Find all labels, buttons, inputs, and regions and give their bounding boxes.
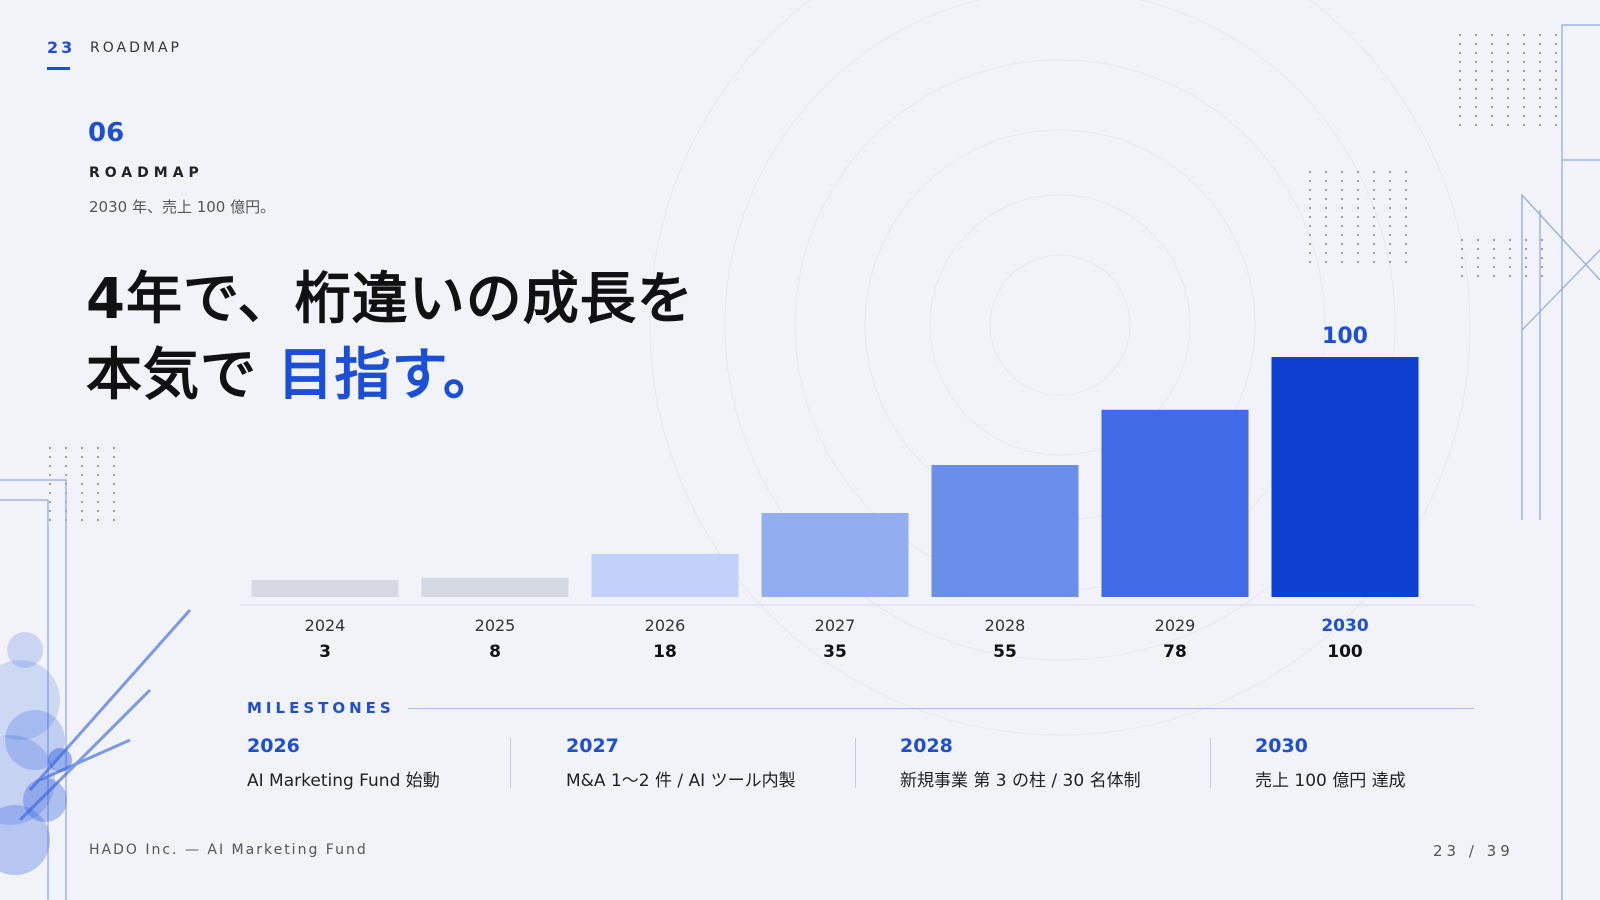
x-tick-label: 2029: [1155, 616, 1196, 635]
bar-2026: [591, 553, 739, 597]
milestone-separator: [510, 738, 511, 788]
bar-2027: [761, 513, 909, 597]
section-subtitle: 2030 年、売上 100 億円。: [89, 198, 276, 216]
footer-company: HADO Inc. — AI Marketing Fund: [89, 842, 368, 858]
headline-line-2-prefix: 本気で: [86, 343, 278, 408]
x-tick-label: 2027: [815, 616, 856, 635]
x-tick-label: 2030: [1321, 616, 1368, 636]
milestones-rule: [408, 708, 1474, 709]
bar-2029: [1101, 409, 1249, 597]
value-label: 100: [1327, 642, 1363, 662]
value-label: 18: [653, 642, 677, 662]
value-label: 35: [823, 642, 847, 662]
bar-2028: [931, 465, 1079, 597]
x-tick-label: 2028: [985, 616, 1026, 635]
section-label: ROADMAP: [89, 165, 204, 181]
bar-2025: [421, 577, 569, 597]
milestone-separator: [855, 738, 856, 788]
highlight-data-label: 100: [1322, 324, 1368, 349]
milestones-title: MILESTONES: [247, 699, 395, 717]
page-number: 23 / 39: [1433, 842, 1514, 860]
milestone-text: M&A 1〜2 件 / AI ツール内製: [566, 771, 796, 791]
section-number: 06: [88, 118, 125, 148]
headline-line-2: 本気で 目指す。: [86, 338, 694, 414]
headline: 4年で、桁違いの成長を 本気で 目指す。: [86, 262, 694, 414]
slide-number-underline: [47, 67, 70, 70]
slide-number: 23: [47, 38, 76, 57]
milestone-separator: [1210, 738, 1211, 788]
value-label: 8: [489, 642, 501, 662]
milestone-2026: 2026 AI Marketing Fund 始動: [247, 735, 440, 791]
milestone-text: 売上 100 億円 達成: [1255, 771, 1406, 791]
milestone-2028: 2028 新規事業 第 3 の柱 / 30 名体制: [900, 735, 1141, 791]
milestone-2027: 2027 M&A 1〜2 件 / AI ツール内製: [566, 735, 796, 791]
value-label: 78: [1163, 642, 1187, 662]
milestone-text: 新規事業 第 3 の柱 / 30 名体制: [900, 771, 1141, 791]
x-tick-label: 2025: [475, 616, 516, 635]
x-tick-label: 2026: [645, 616, 686, 635]
value-label: 55: [993, 642, 1017, 662]
value-label: 3: [319, 642, 331, 662]
headline-accent: 目指す。: [277, 343, 500, 408]
milestone-year: 2028: [900, 735, 953, 757]
bar-2030: [1271, 357, 1419, 597]
slide-section-label: ROADMAP: [90, 40, 182, 56]
milestone-year: 2030: [1255, 735, 1308, 757]
milestone-text: AI Marketing Fund 始動: [247, 771, 440, 791]
milestone-year: 2026: [247, 735, 300, 757]
milestone-year: 2027: [566, 735, 619, 757]
milestone-2030: 2030 売上 100 億円 達成: [1255, 735, 1406, 791]
headline-line-1: 4年で、桁違いの成長を: [86, 267, 694, 332]
x-tick-label: 2024: [305, 616, 346, 635]
bar-2024: [251, 580, 399, 597]
